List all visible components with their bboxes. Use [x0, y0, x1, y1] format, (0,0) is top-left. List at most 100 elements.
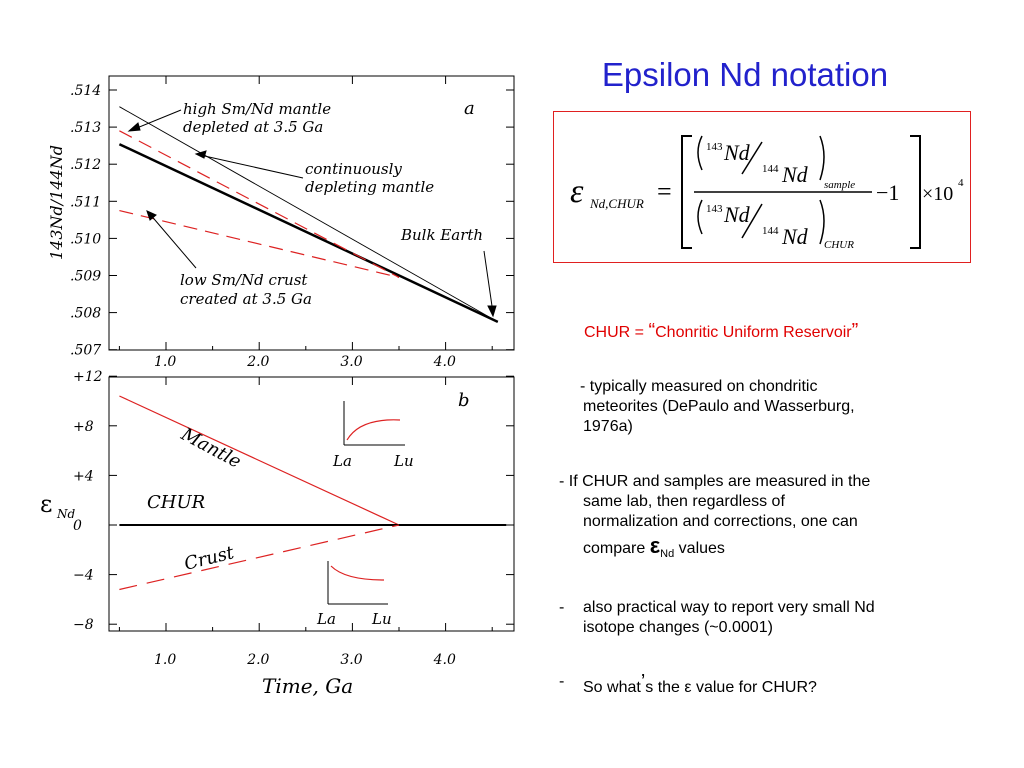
- num-bottom-mass: 144: [762, 163, 779, 175]
- panel-b-x-axis-label: Time, Ga: [262, 674, 353, 698]
- left-bracket: [681, 135, 692, 249]
- bullet-dash: -: [559, 673, 565, 690]
- num-right-paren: [819, 135, 825, 181]
- annotation-continuous-2: depleting mantle: [305, 178, 434, 196]
- slide-title: Epsilon Nd notation: [601, 56, 889, 93]
- epsilon-symbol: ε: [649, 533, 661, 558]
- series-line-3: [119, 524, 400, 591]
- y-tick-label: .514: [70, 83, 101, 99]
- question-post: s the ε value for CHUR?: [645, 679, 817, 696]
- x-tick-label: 2.0: [246, 652, 269, 668]
- den-slash: [741, 203, 763, 239]
- right-bracket: [910, 135, 921, 249]
- den-bottom-element: Nd: [781, 224, 809, 249]
- formula-epsilon: ε: [570, 173, 584, 210]
- annotation-continuous-1: continuously: [305, 160, 402, 178]
- y-tick-label: .509: [70, 269, 101, 285]
- num-top-mass: 143: [706, 141, 723, 153]
- panel-a: a .514 .513 .512 .511 .510 .509 .508 .507 1.0 2.…: [47, 75, 515, 370]
- x-tick-label: 1.0: [154, 354, 176, 370]
- bullet-line: - typically measured on chondritic: [580, 378, 818, 395]
- panel-a-frame: [108, 75, 515, 351]
- label-crust: Crust: [182, 542, 237, 575]
- bullet-dash: -: [559, 599, 565, 616]
- annotation-crust-1: low Sm/Nd crust: [180, 271, 308, 289]
- bullet-practical: - also practical way to report very smal…: [559, 598, 875, 638]
- arrow-continuous: [199, 154, 304, 179]
- den-top-element: Nd: [723, 202, 751, 227]
- panel-b-y-axis-subscript: Nd: [56, 507, 76, 521]
- series-line-4: [119, 210, 400, 278]
- arrow-bulk-earth-head: [487, 305, 497, 318]
- x-tick-label: 4.0: [433, 354, 456, 370]
- inset-rising-curve: [346, 419, 401, 441]
- arrow-continuous-head: [194, 150, 207, 159]
- inset-falling-lu: Lu: [371, 610, 392, 628]
- arrow-mantle: [131, 109, 182, 131]
- y-tick-label: 0: [73, 518, 82, 534]
- annotation-mantle-1: high Sm/Nd mantle: [183, 100, 331, 118]
- bullet-question: - So what’s the ε value for CHUR?: [559, 672, 817, 698]
- arrow-mantle-head: [127, 122, 141, 132]
- bullet-chondritic: - typically measured on chondritic meteo…: [576, 377, 855, 437]
- inset-falling: La Lu: [316, 561, 392, 628]
- formula-exponent: 4: [958, 177, 964, 189]
- epsilon-formula: ε Nd,CHUR = 143 Nd 144 Nd sample 143 Nd …: [570, 135, 964, 251]
- chur-definition: CHUR = “Chonritic Uniform Reservoir”: [584, 320, 858, 343]
- y-tick-label: +8: [73, 419, 94, 435]
- panel-b-frame: [108, 376, 515, 632]
- panel-b-x-ticks: 1.0 2.0 3.0 4.0: [118, 377, 493, 668]
- inset-falling-curve: [330, 565, 385, 581]
- den-left-paren: [697, 199, 703, 235]
- y-tick-label: +12: [73, 369, 103, 385]
- bullet-line: normalization and corrections, one can: [583, 513, 858, 530]
- y-tick-label: .511: [70, 194, 101, 210]
- bullet-line: same lab, then regardless of: [583, 493, 785, 510]
- x-tick-label: 3.0: [340, 652, 362, 668]
- nd-evolution-figure: a .514 .513 .512 .511 .510 .509 .508 .507 1.0 2.…: [40, 75, 515, 698]
- x-tick-label: 2.0: [246, 354, 269, 370]
- formula-box: ε Nd,CHUR = 143 Nd 144 Nd sample 143 Nd …: [553, 111, 971, 263]
- panel-a-y-axis-label: 143Nd/144Nd: [47, 145, 66, 260]
- x-tick-label: 4.0: [433, 652, 456, 668]
- y-tick-label: −4: [73, 568, 94, 584]
- arrow-crust: [148, 212, 197, 269]
- label-mantle: Mantle: [177, 423, 245, 472]
- series-line-1: [118, 143, 499, 324]
- bullet-line: - If CHUR and samples are measured in th…: [559, 473, 871, 490]
- x-tick-label: 1.0: [154, 652, 176, 668]
- panel-b-label: b: [458, 390, 470, 411]
- compare-text: compare: [583, 540, 650, 557]
- num-slash: [741, 141, 763, 175]
- num-top-element: Nd: [723, 140, 751, 165]
- formula-eps-subscript: Nd,CHUR: [589, 196, 644, 211]
- inset-falling-la: La: [316, 610, 336, 628]
- series-line-1: [119, 395, 400, 526]
- y-tick-label: .510: [70, 231, 101, 247]
- panel-b-series: [119, 395, 507, 591]
- annotation-mantle-2: depleted at 3.5 Ga: [183, 118, 323, 136]
- bullet-line: 1976a): [583, 418, 633, 435]
- num-sample-subscript: sample: [824, 179, 855, 191]
- y-tick-label: −8: [73, 617, 94, 633]
- den-chur-subscript: CHUR: [824, 239, 854, 251]
- bullet-line: also practical way to report very small …: [583, 599, 875, 616]
- bullet-line: isotope changes (~0.0001): [583, 619, 773, 636]
- y-tick-label: .512: [70, 157, 101, 173]
- y-tick-label: .513: [70, 120, 101, 136]
- inset-rising-la: La: [332, 452, 352, 470]
- den-top-mass: 143: [706, 203, 723, 215]
- chur-definition-name: Chonritic Uniform Reservoir: [655, 324, 852, 341]
- den-bottom-mass: 144: [762, 225, 779, 237]
- panel-a-x-ticks: 1.0 2.0 3.0 4.0: [118, 76, 493, 370]
- bullet-line-compare: compare εNd values: [559, 533, 870, 564]
- formula-equals: =: [657, 177, 672, 206]
- formula-minus-one: −1: [876, 180, 899, 205]
- num-bottom-element: Nd: [781, 162, 809, 187]
- panel-a-label: a: [464, 98, 475, 119]
- num-left-paren: [697, 135, 703, 171]
- panel-b-y-axis-label: ε: [40, 490, 52, 518]
- panel-b-y-ticks: +12 +8 +4 0 −4 −8: [73, 369, 514, 633]
- epsilon-subscript: Nd: [660, 548, 675, 561]
- panel-b: b +12 +8 +4 0 −4 −8 1.0 2.0 3.0 4.0 ε Nd Time, G…: [40, 369, 515, 698]
